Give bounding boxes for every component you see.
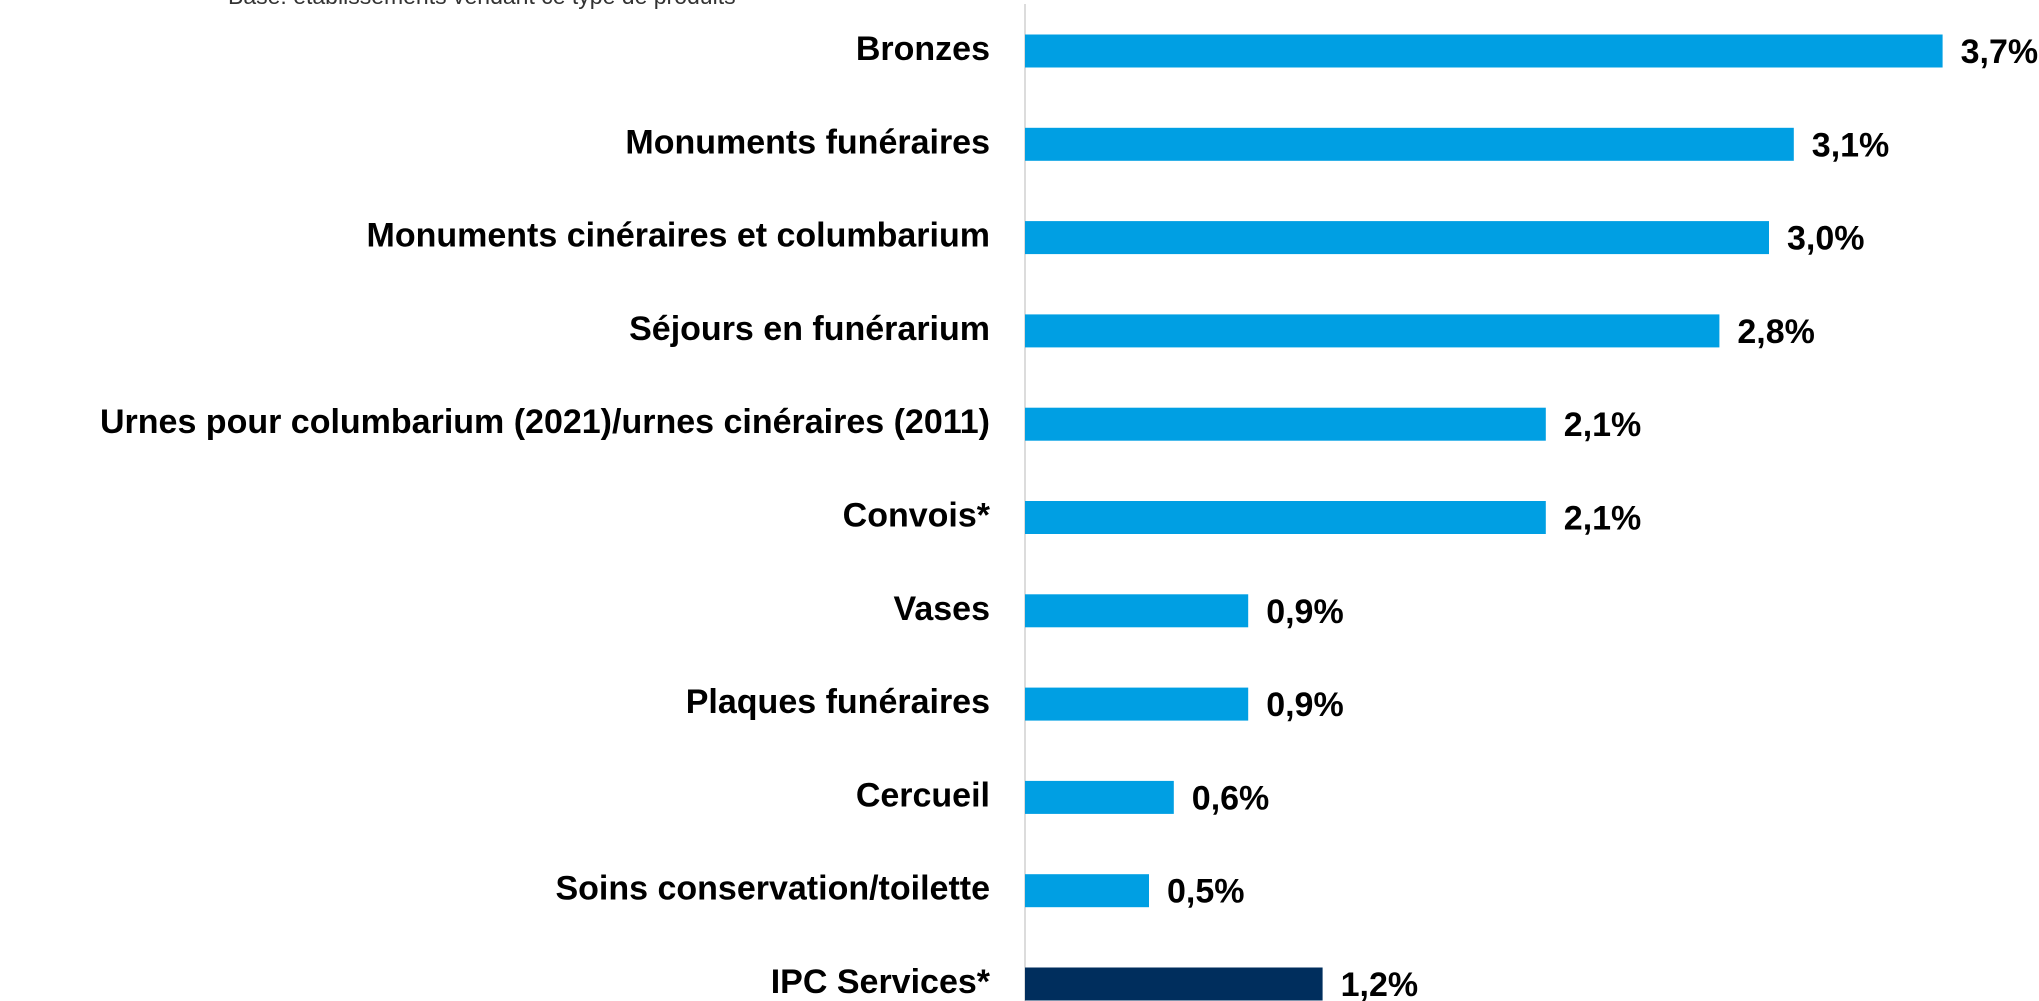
- category-label: Convois*: [843, 496, 991, 534]
- value-label: 0,9%: [1266, 686, 1344, 724]
- bar: [1025, 501, 1546, 534]
- value-label: 2,8%: [1737, 313, 1815, 351]
- category-label: Vases: [894, 590, 990, 628]
- value-label: 0,5%: [1167, 873, 1245, 911]
- category-label: Bronzes: [856, 30, 990, 68]
- value-label: 0,9%: [1266, 593, 1344, 631]
- bar: [1025, 314, 1720, 348]
- value-label: 3,1%: [1812, 126, 1890, 164]
- category-label: Monuments funéraires: [625, 123, 990, 161]
- bar: [1025, 221, 1769, 255]
- value-label: 2,1%: [1564, 406, 1642, 444]
- category-label: Monuments cinéraires et columbarium: [367, 217, 991, 255]
- bar: [1025, 594, 1249, 628]
- category-label: Soins conservation/toilette: [555, 870, 990, 908]
- category-label: Cercueil: [856, 776, 990, 814]
- category-label: Urnes pour columbarium (2021)/urnes ciné…: [100, 403, 990, 441]
- value-label: 3,0%: [1787, 220, 1865, 258]
- bar: [1025, 780, 1174, 814]
- value-label: 1,2%: [1341, 966, 1419, 1001]
- value-label: 3,7%: [1961, 33, 2039, 71]
- category-label: IPC Services*: [771, 963, 991, 1001]
- category-label: Plaques funéraires: [686, 683, 990, 721]
- bar: [1025, 687, 1249, 721]
- bar: [1025, 407, 1546, 441]
- category-label: Séjours en funérarium: [629, 310, 990, 348]
- value-label: 2,1%: [1564, 499, 1642, 537]
- chart-subtitle: Base: établissements vendant ce type de …: [228, 0, 736, 9]
- value-label: 0,6%: [1192, 779, 1270, 817]
- bar: [1025, 34, 1943, 68]
- bar: [1025, 967, 1323, 1001]
- bar: [1025, 127, 1794, 161]
- bar: [1025, 874, 1149, 908]
